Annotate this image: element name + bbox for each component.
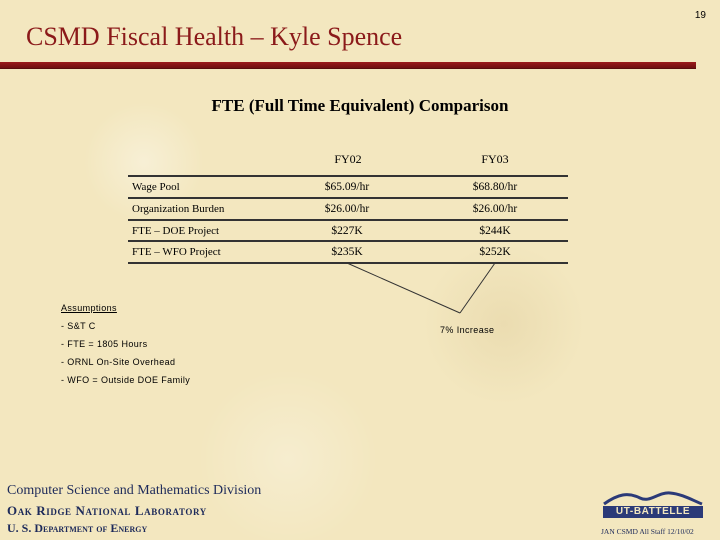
row-label-wage-pool: Wage Pool [132, 181, 180, 193]
column-header-fy02: FY02 [334, 152, 362, 166]
table-rule [128, 240, 568, 242]
lab-name: Oak Ridge National Laboratory [7, 503, 207, 518]
row-label-organization-burden: Organization Burden [132, 203, 225, 215]
page-number: 19 [694, 10, 706, 21]
cell-organization-burden-fy02: $26.00/hr [324, 203, 370, 215]
row-label-fte-doe-project: FTE – DOE Project [132, 225, 220, 237]
cell-wage-pool-fy03: $68.80/hr [472, 181, 518, 193]
ut-battelle-logo-icon [603, 491, 703, 506]
row-label-fte-wfo-project: FTE – WFO Project [132, 246, 221, 258]
assumptions-heading: Assumptions [61, 303, 117, 313]
cell-fte-wfo-project-fy02: $235K [331, 246, 363, 258]
cell-wage-pool-fy02: $65.09/hr [324, 181, 370, 193]
title-underline-shadow [0, 68, 696, 69]
table-heading: FTE (Full Time Equivalent) Comparison [211, 96, 509, 115]
cell-fte-doe-project-fy02: $227K [331, 225, 363, 237]
cell-fte-doe-project-fy03: $244K [479, 225, 511, 237]
callout-line-fy02 [346, 262, 461, 314]
cell-fte-wfo-project-fy03: $252K [479, 246, 511, 258]
cell-organization-burden-fy03: $26.00/hr [472, 203, 518, 215]
title-underline-bar [0, 62, 696, 68]
callout-line-fy03 [459, 262, 496, 314]
table-rule [128, 197, 568, 199]
assumption-item: - FTE = 1805 Hours [61, 339, 148, 349]
footer-credit: JAN CSMD All Staff 12/10/02 [601, 527, 694, 536]
column-header-fy03: FY03 [481, 152, 509, 166]
increase-callout-label: 7% Increase [440, 325, 495, 335]
table-rule [128, 219, 568, 221]
ut-battelle-logo-text: UT-BATTELLE [603, 506, 703, 518]
assumption-item: - WFO = Outside DOE Family [61, 375, 191, 385]
slide-title: CSMD Fiscal Health – Kyle Spence [26, 22, 403, 51]
assumption-item: - ORNL On-Site Overhead [61, 357, 176, 367]
table-rule [128, 175, 568, 177]
division-name: Computer Science and Mathematics Divisio… [7, 483, 262, 498]
assumption-item: - S&T C [61, 321, 96, 331]
department-name: U. S. Department of Energy [7, 521, 148, 535]
